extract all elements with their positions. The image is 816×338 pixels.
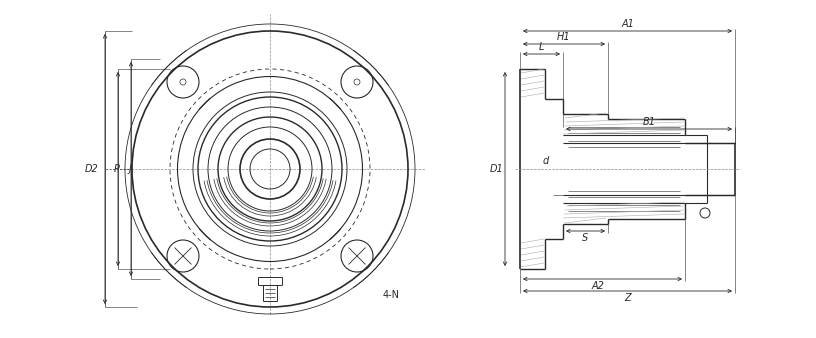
Text: B1: B1 — [642, 117, 655, 127]
Text: Z: Z — [624, 293, 631, 303]
Text: d: d — [543, 156, 549, 166]
Text: D2: D2 — [85, 164, 99, 174]
Text: 4-N: 4-N — [383, 290, 400, 300]
Text: H1: H1 — [557, 32, 571, 42]
Text: L: L — [539, 42, 544, 52]
Text: A1: A1 — [621, 19, 634, 29]
Text: S: S — [583, 233, 588, 243]
Text: A2: A2 — [591, 281, 604, 291]
Text: D1: D1 — [490, 164, 503, 174]
Text: P: P — [114, 164, 120, 174]
Text: J: J — [129, 164, 131, 174]
